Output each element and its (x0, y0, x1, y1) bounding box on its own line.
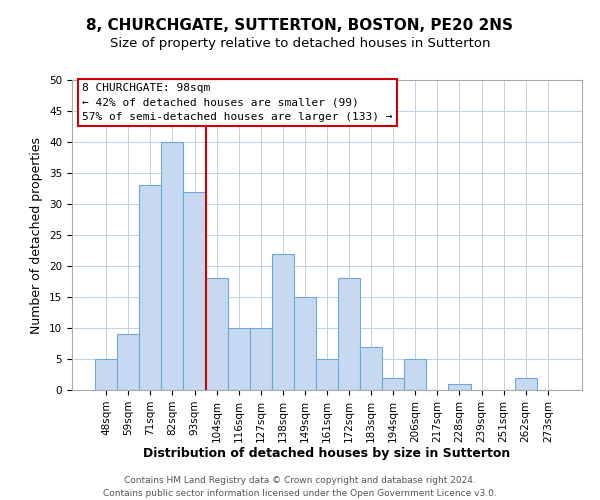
Bar (382, 378, 404, 390)
Bar (250, 328, 272, 390)
Text: 8, CHURCHGATE, SUTTERTON, BOSTON, PE20 2NS: 8, CHURCHGATE, SUTTERTON, BOSTON, PE20 2… (86, 18, 514, 32)
Bar (117, 334, 139, 390)
Y-axis label: Number of detached properties: Number of detached properties (31, 136, 43, 334)
Bar (294, 297, 316, 390)
Bar (206, 278, 227, 390)
Bar (448, 384, 470, 390)
Bar (515, 378, 537, 390)
Bar (227, 328, 250, 390)
Text: 8 CHURCHGATE: 98sqm
← 42% of detached houses are smaller (99)
57% of semi-detach: 8 CHURCHGATE: 98sqm ← 42% of detached ho… (82, 83, 392, 122)
Bar (161, 142, 184, 390)
Bar (95, 359, 117, 390)
X-axis label: Distribution of detached houses by size in Sutterton: Distribution of detached houses by size … (143, 448, 511, 460)
Bar (404, 359, 427, 390)
Bar (139, 186, 161, 390)
Bar (338, 278, 360, 390)
Bar (184, 192, 206, 390)
Text: Size of property relative to detached houses in Sutterton: Size of property relative to detached ho… (110, 38, 490, 51)
Bar (360, 346, 382, 390)
Text: Contains HM Land Registry data © Crown copyright and database right 2024.
Contai: Contains HM Land Registry data © Crown c… (103, 476, 497, 498)
Bar (316, 359, 338, 390)
Bar (272, 254, 294, 390)
